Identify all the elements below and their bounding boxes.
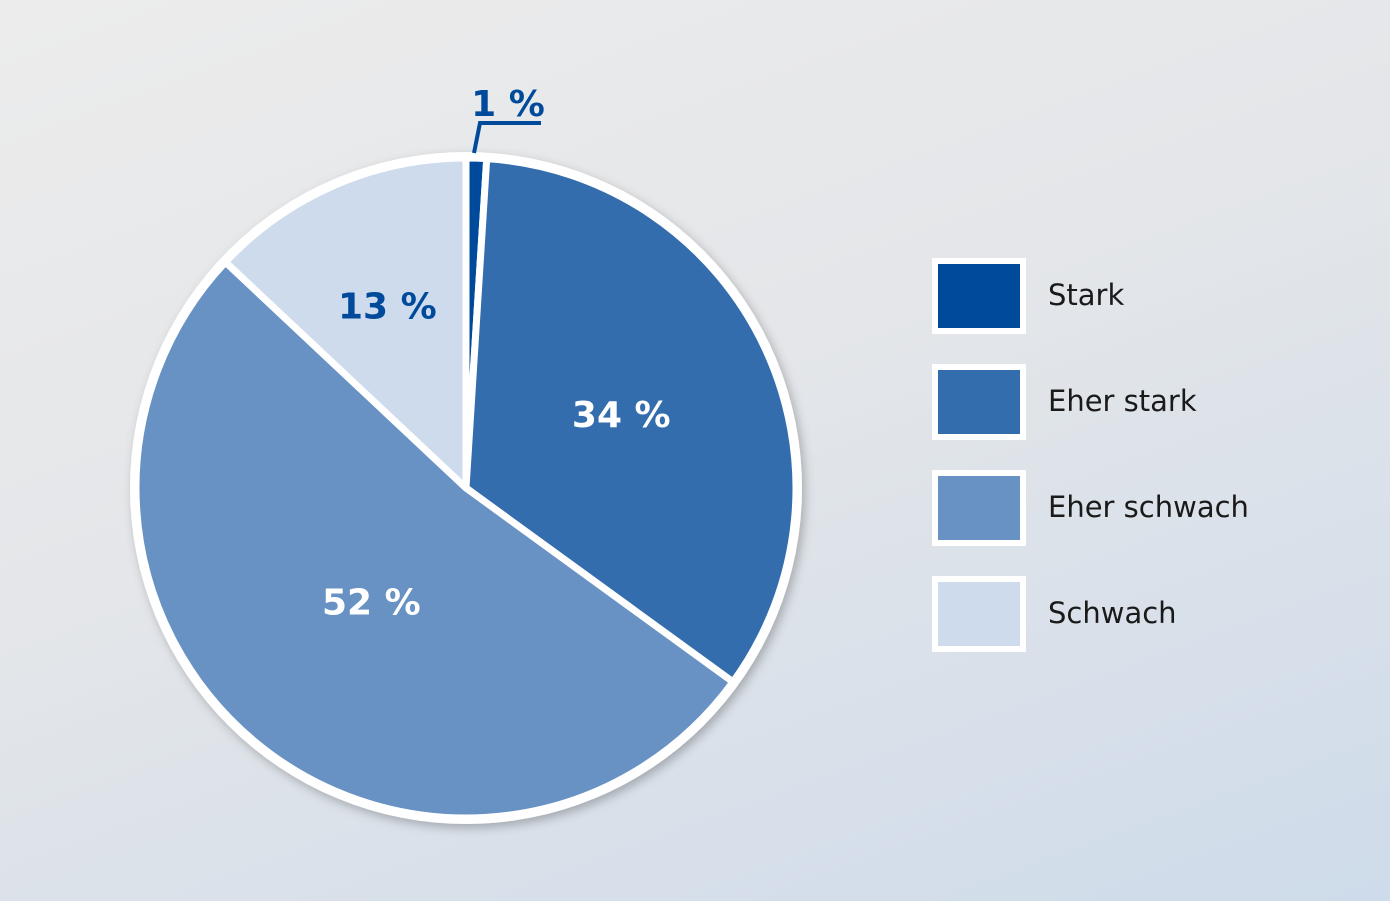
legend-label: Schwach xyxy=(1048,596,1177,630)
data-label: 52 % xyxy=(322,582,421,623)
legend-swatch xyxy=(932,470,1026,546)
legend-label: Eher schwach xyxy=(1048,490,1249,524)
legend-item: Eher schwach xyxy=(932,470,1352,550)
slice-eher-stark xyxy=(462,155,800,686)
legend-label: Stark xyxy=(1048,278,1125,312)
slice-eher-schwach xyxy=(132,258,737,822)
legend-item: Stark xyxy=(932,258,1352,338)
legend-item: Schwach xyxy=(932,576,1352,656)
legend-swatch xyxy=(932,364,1026,440)
slice-schwach xyxy=(221,154,470,492)
data-label: 34 % xyxy=(572,395,671,436)
legend-label: Eher stark xyxy=(1048,384,1197,418)
leader-line xyxy=(472,121,541,154)
legend-item: Eher stark xyxy=(932,364,1352,444)
data-label: 1 % xyxy=(471,84,545,125)
legend-swatch xyxy=(932,576,1026,652)
legend-swatch xyxy=(932,258,1026,334)
data-label: 13 % xyxy=(338,286,437,327)
